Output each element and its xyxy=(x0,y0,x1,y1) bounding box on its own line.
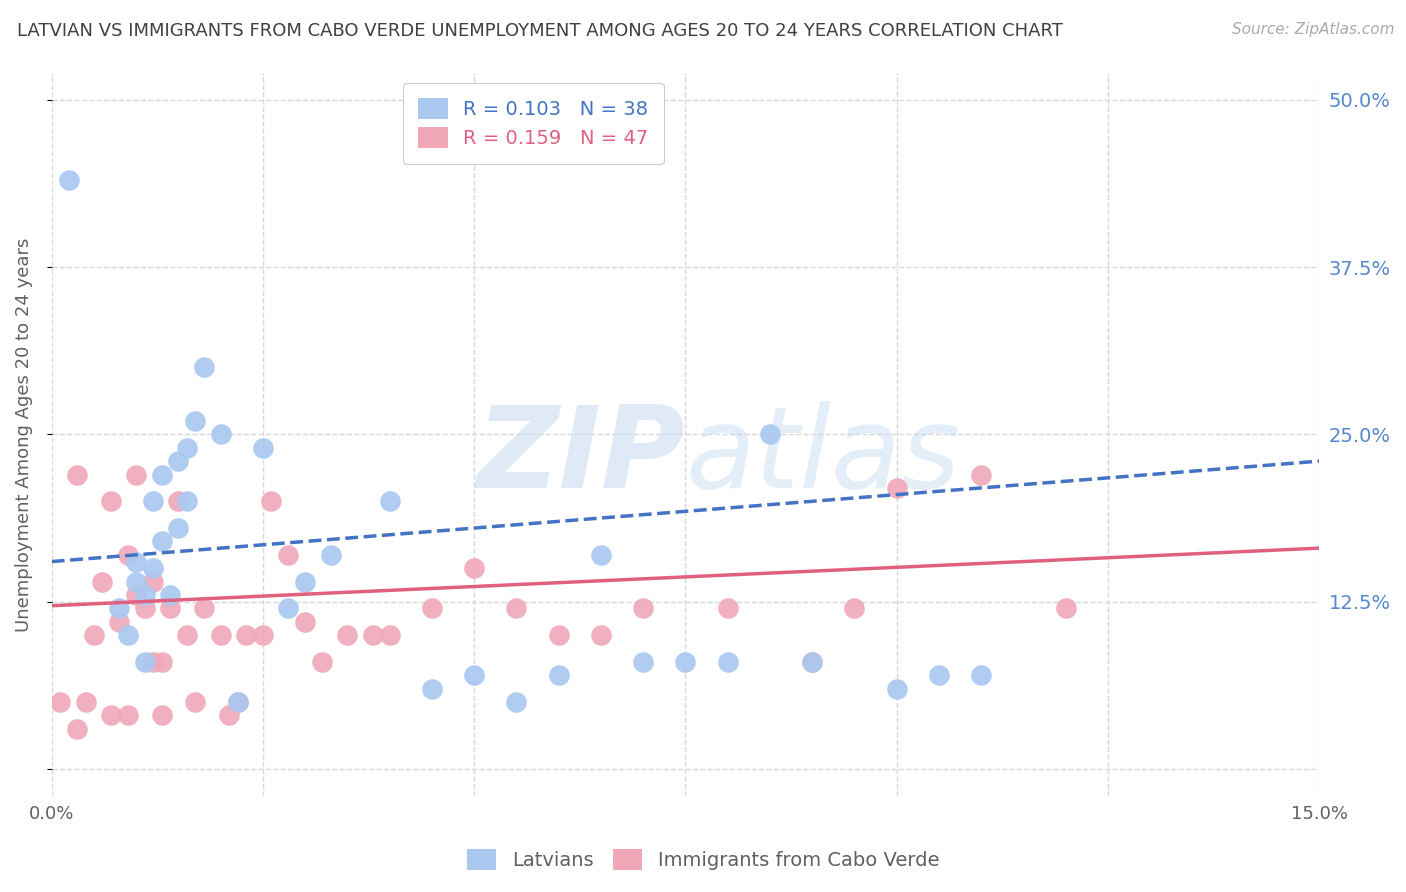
Point xyxy=(378,494,401,508)
Point xyxy=(970,467,993,482)
Point xyxy=(142,561,165,575)
Point xyxy=(150,534,173,549)
Point xyxy=(134,588,156,602)
Point xyxy=(176,628,198,642)
Point xyxy=(378,628,401,642)
Point xyxy=(100,494,122,508)
Point xyxy=(463,668,485,682)
Point xyxy=(108,615,131,629)
Point xyxy=(159,601,181,615)
Point xyxy=(125,467,148,482)
Point xyxy=(91,574,114,589)
Point xyxy=(547,628,569,642)
Point xyxy=(252,628,274,642)
Legend: R = 0.103   N = 38, R = 0.159   N = 47: R = 0.103 N = 38, R = 0.159 N = 47 xyxy=(404,83,664,164)
Point xyxy=(167,454,190,468)
Point xyxy=(928,668,950,682)
Legend: Latvians, Immigrants from Cabo Verde: Latvians, Immigrants from Cabo Verde xyxy=(460,841,946,878)
Point xyxy=(631,655,654,669)
Text: atlas: atlas xyxy=(686,401,960,511)
Point xyxy=(142,655,165,669)
Point xyxy=(886,681,908,696)
Point xyxy=(260,494,283,508)
Point xyxy=(117,628,139,642)
Point xyxy=(108,601,131,615)
Point xyxy=(167,494,190,508)
Point xyxy=(801,655,824,669)
Point xyxy=(100,708,122,723)
Point xyxy=(235,628,257,642)
Y-axis label: Unemployment Among Ages 20 to 24 years: Unemployment Among Ages 20 to 24 years xyxy=(15,237,32,632)
Point xyxy=(226,695,249,709)
Point xyxy=(589,548,612,562)
Point xyxy=(125,588,148,602)
Point xyxy=(505,601,527,615)
Point xyxy=(117,708,139,723)
Point xyxy=(589,628,612,642)
Point xyxy=(159,588,181,602)
Point xyxy=(150,708,173,723)
Point xyxy=(277,601,299,615)
Point xyxy=(801,655,824,669)
Point xyxy=(193,360,215,375)
Point xyxy=(167,521,190,535)
Point xyxy=(142,494,165,508)
Text: Source: ZipAtlas.com: Source: ZipAtlas.com xyxy=(1232,22,1395,37)
Point xyxy=(252,441,274,455)
Point xyxy=(717,655,740,669)
Point xyxy=(176,441,198,455)
Point xyxy=(547,668,569,682)
Point xyxy=(184,695,207,709)
Point xyxy=(125,555,148,569)
Point xyxy=(277,548,299,562)
Point xyxy=(886,481,908,495)
Point xyxy=(209,628,232,642)
Point xyxy=(420,601,443,615)
Point xyxy=(134,601,156,615)
Point xyxy=(675,655,697,669)
Point xyxy=(66,722,89,736)
Point xyxy=(420,681,443,696)
Point xyxy=(294,615,316,629)
Point xyxy=(1054,601,1077,615)
Point xyxy=(209,427,232,442)
Point xyxy=(311,655,333,669)
Point xyxy=(75,695,97,709)
Point xyxy=(150,655,173,669)
Point xyxy=(193,601,215,615)
Point xyxy=(361,628,384,642)
Text: LATVIAN VS IMMIGRANTS FROM CABO VERDE UNEMPLOYMENT AMONG AGES 20 TO 24 YEARS COR: LATVIAN VS IMMIGRANTS FROM CABO VERDE UN… xyxy=(17,22,1063,40)
Point xyxy=(505,695,527,709)
Point xyxy=(218,708,240,723)
Point xyxy=(631,601,654,615)
Point xyxy=(844,601,866,615)
Point xyxy=(150,467,173,482)
Text: ZIP: ZIP xyxy=(477,401,686,511)
Point xyxy=(142,574,165,589)
Point xyxy=(226,695,249,709)
Point xyxy=(49,695,72,709)
Point xyxy=(66,467,89,482)
Point xyxy=(117,548,139,562)
Point xyxy=(319,548,342,562)
Point xyxy=(184,414,207,428)
Point xyxy=(970,668,993,682)
Point xyxy=(176,494,198,508)
Point xyxy=(83,628,105,642)
Point xyxy=(336,628,359,642)
Point xyxy=(717,601,740,615)
Point xyxy=(134,655,156,669)
Point xyxy=(58,173,80,187)
Point xyxy=(463,561,485,575)
Point xyxy=(294,574,316,589)
Point xyxy=(759,427,782,442)
Point xyxy=(125,574,148,589)
